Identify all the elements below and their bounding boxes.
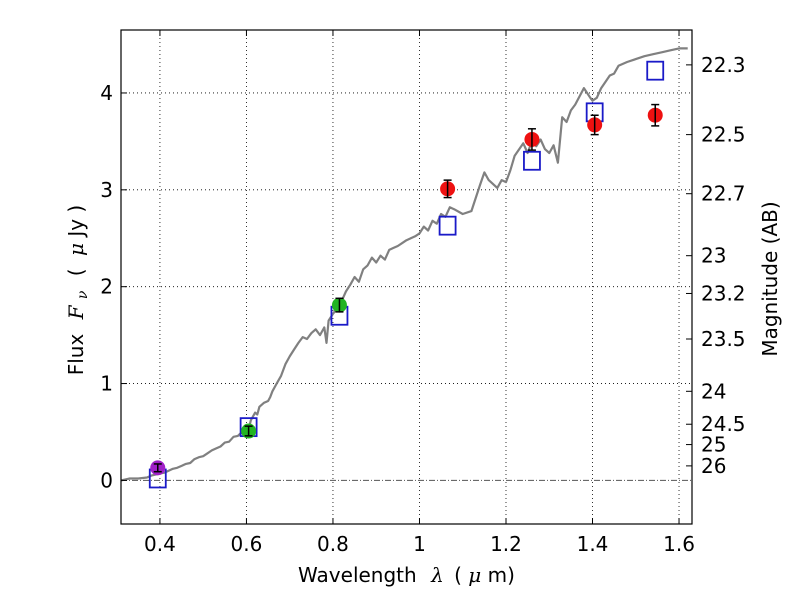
- y-axis-title-unit-rest: Jy ): [64, 205, 88, 239]
- right-tick-label: 23: [701, 244, 726, 268]
- x-tick-label: 1.2: [490, 532, 522, 556]
- gridlines: [121, 30, 692, 524]
- model-photometry-square: [523, 150, 541, 171]
- y-tick-label: 3: [100, 178, 113, 202]
- x-tick-label: 1: [413, 532, 426, 556]
- y-axis-title: Flux F ν ( μ Jy ): [64, 205, 92, 376]
- right-tick-label: 25: [701, 433, 726, 457]
- x-tick-label: 0.6: [231, 532, 263, 556]
- right-tick-label: 24.5: [701, 412, 746, 436]
- x-axis-title: Wavelength λ ( μ m): [298, 563, 515, 587]
- right-tick-label: 22.5: [701, 123, 746, 147]
- model-spectrum-line: [120, 47, 688, 482]
- right-tick-label: 24: [701, 379, 726, 403]
- right-axis-title: Magnitude (AB): [758, 201, 782, 356]
- right-tick-label: 23.5: [701, 327, 746, 351]
- y-tick-label: 4: [100, 81, 113, 105]
- plot-series: [120, 47, 688, 489]
- x-tick-label: 0.4: [144, 532, 176, 556]
- y-axis-title-subscript: ν: [75, 290, 91, 299]
- y-axis-title-unit-symbol: μ: [64, 243, 88, 256]
- model-photometry-square: [646, 60, 665, 81]
- x-axis-title-unit-open: (: [454, 563, 462, 587]
- x-tick-label: 0.8: [317, 532, 349, 556]
- y-tick-label: 0: [100, 468, 113, 492]
- y-tick-label: 1: [100, 372, 113, 396]
- y-axis-title-unit-open: (: [64, 268, 88, 276]
- y-axis-title-prefix: Flux: [64, 334, 88, 376]
- right-tick-label: 23.2: [701, 281, 746, 305]
- right-tick-label: 22.7: [701, 182, 746, 206]
- x-tick-label: 1.6: [663, 532, 695, 556]
- x-axis-title-symbol: λ: [430, 563, 444, 587]
- right-tick-label: 26: [701, 454, 726, 478]
- plot-frame: [120, 29, 693, 525]
- model-photometry-square: [438, 215, 457, 236]
- x-tick-label: 1.4: [577, 532, 609, 556]
- x-axis-title-unit-rest: m): [488, 563, 515, 587]
- y-tick-label: 2: [100, 275, 113, 299]
- axis-ticks: 0.4 0.6 0.8 1 1.2 1.4 1.60123422.322.522.72323…: [100, 30, 746, 556]
- y-axis-title-symbol: F: [64, 304, 88, 320]
- right-tick-label: 22.3: [701, 53, 746, 77]
- x-axis-title-prefix: Wavelength: [298, 563, 417, 587]
- x-axis-title-unit-symbol: μ: [468, 563, 481, 587]
